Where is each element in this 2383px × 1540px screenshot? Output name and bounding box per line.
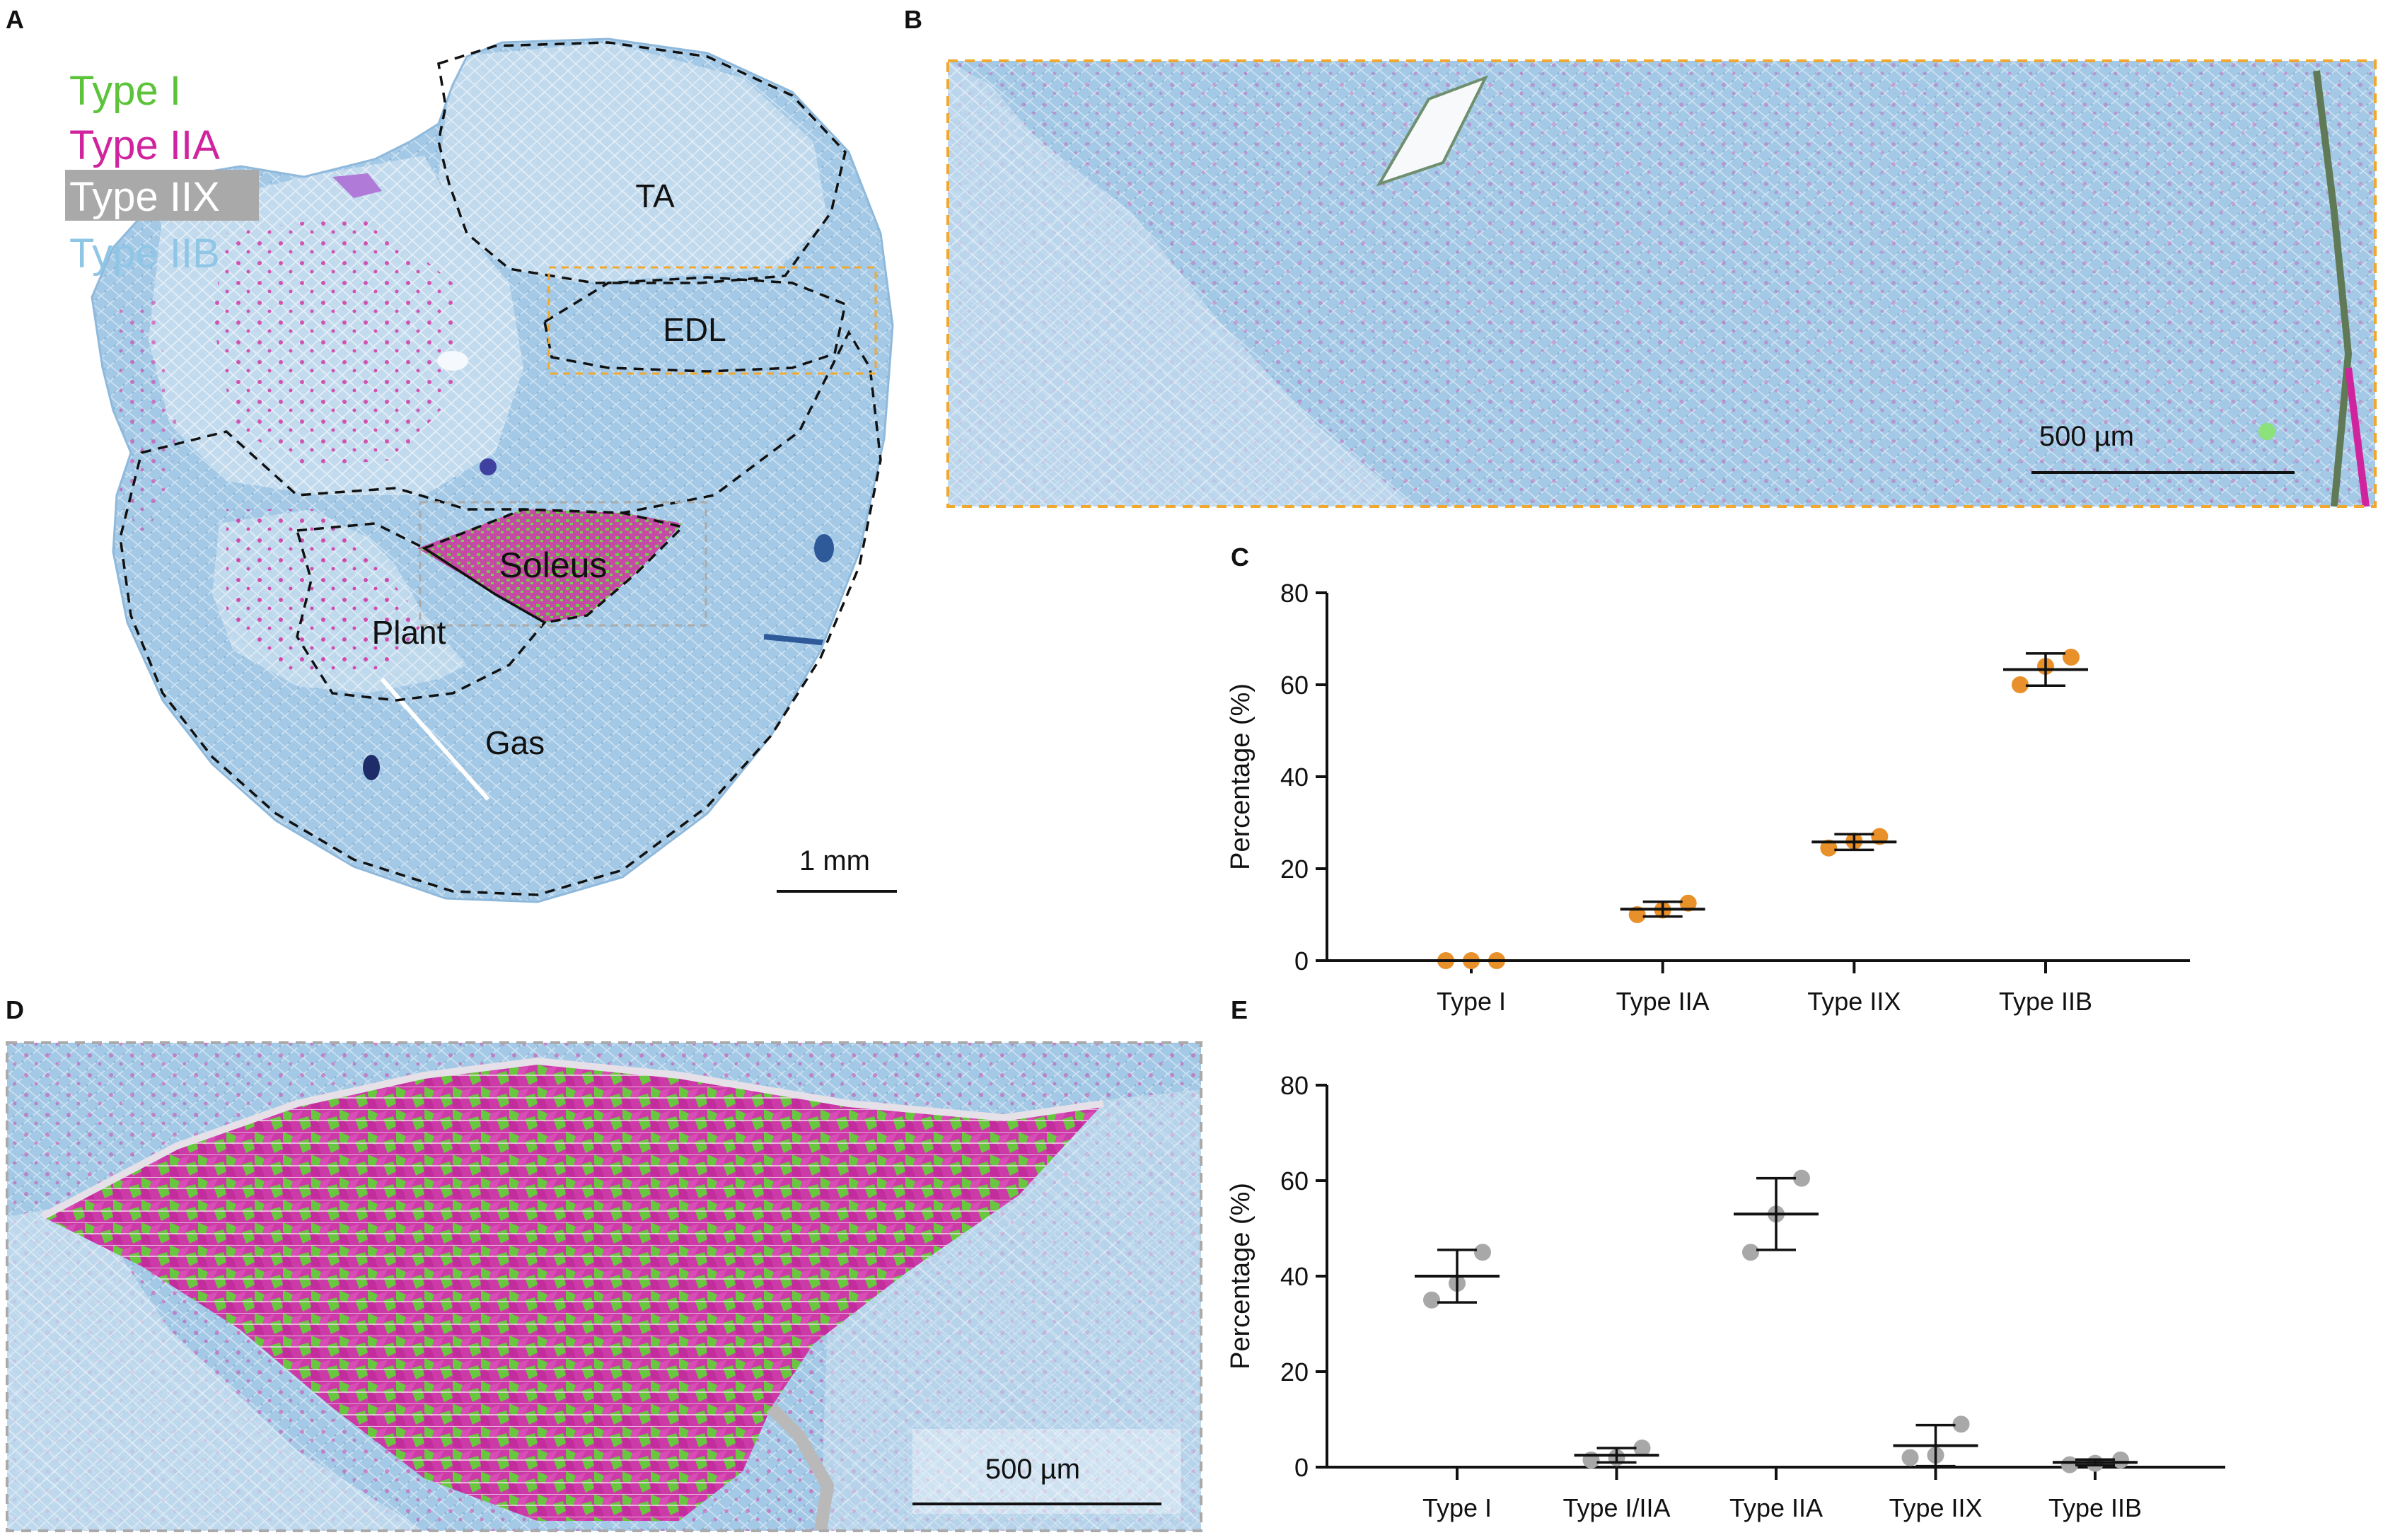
x-tick-label: Type I [1422, 1493, 1492, 1522]
y-tick-label: 60 [1280, 671, 1309, 700]
chart-c: 0 20 40 60 80 Percentage (%) Type I Type IIA Typ… [1226, 579, 2190, 1016]
panel-b-edge-fibers [2345, 367, 2370, 507]
panel-b: B 500 µm [904, 5, 2377, 508]
panel-b-green-spot [2259, 423, 2275, 440]
section-outline [91, 37, 894, 903]
muscle-cross-section [92, 39, 893, 902]
panel-e: E 0 20 40 60 80 Percentage (%) Type I Type I/II… [1226, 995, 2225, 1522]
panel-d: D 500 µm [6, 995, 1202, 1532]
panel-b-fascia [2313, 70, 2353, 507]
x-tick-label: Type IIA [1616, 987, 1710, 1016]
panel-d-soleus-mixed-fibers [42, 1061, 1103, 1521]
legend-type-iib: Type IIB [69, 231, 220, 277]
y-tick-label: 40 [1280, 1262, 1309, 1291]
chart-e: 0 20 40 60 80 Percentage (%) Type I Type I/IIA T… [1226, 1071, 2225, 1522]
scale-bar-d-label: 500 µm [985, 1454, 1080, 1485]
data-point [2061, 1456, 2078, 1474]
region-edl: EDL [663, 311, 726, 348]
y-tick-label: 60 [1280, 1166, 1309, 1195]
x-tick-label: Type IIA [1729, 1493, 1823, 1522]
legend-type-iix: Type IIX [69, 174, 220, 220]
scale-bar-a-label: 1 mm [799, 845, 870, 876]
y-tick-label: 40 [1280, 763, 1309, 792]
panel-c: C 0 20 40 60 80 Percentage (%) Type I Type IIA T… [1226, 543, 2190, 1016]
data-point [1820, 839, 1838, 857]
data-point [2012, 676, 2029, 693]
panel-d-label: D [6, 995, 24, 1024]
y-tick-label: 80 [1280, 579, 1309, 608]
panel-b-label: B [904, 5, 922, 34]
legend-type-iia: Type IIA [69, 122, 220, 168]
y-axis-label: Percentage (%) [1226, 1183, 1256, 1370]
data-point [1742, 1244, 1759, 1261]
panel-d-border [6, 1041, 1202, 1532]
gas-outline [119, 330, 882, 896]
panel-c-label: C [1231, 543, 1249, 572]
x-tick-label: Type IIB [2048, 1493, 2142, 1522]
scale-bar-d-backing [912, 1429, 1181, 1514]
region-gas: Gas [485, 724, 545, 761]
panel-d-tear [766, 1403, 835, 1532]
y-axis-label: Percentage (%) [1226, 683, 1256, 870]
y-tick-label: 20 [1280, 855, 1309, 884]
data-point [1901, 1449, 1919, 1466]
panel-a-label: A [6, 5, 24, 34]
data-point [1423, 1291, 1440, 1309]
scale-bar-b-label: 500 µm [2039, 421, 2134, 452]
y-tick-label: 80 [1280, 1071, 1309, 1100]
x-tick-label: Type IIX [1807, 987, 1901, 1016]
data-point [2063, 649, 2080, 666]
data-point [1474, 1244, 1491, 1261]
panel-e-label: E [1231, 995, 1248, 1024]
ta-outline [437, 41, 847, 284]
panel-b-light-region [948, 61, 1415, 506]
x-tick-label: Type IIB [1999, 987, 2092, 1016]
data-point [1952, 1415, 1970, 1433]
fiber-type-legend: Type I Type IIA Type IIX Type IIB [65, 68, 259, 277]
x-tick-label: Type IIX [1889, 1493, 1982, 1522]
data-point [1679, 894, 1697, 912]
purple-artifact [332, 173, 382, 198]
y-tick-label: 0 [1294, 1453, 1309, 1482]
region-soleus: Soleus [499, 545, 608, 585]
x-tick-label: Type I/IIA [1562, 1493, 1670, 1522]
y-tick-label: 20 [1280, 1357, 1309, 1386]
panel-b-border [946, 59, 2377, 508]
inset-box-d [419, 501, 707, 627]
region-ta: TA [635, 178, 675, 214]
data-point [1633, 1440, 1651, 1457]
panel-a: A [6, 5, 897, 903]
y-tick-label: 0 [1294, 946, 1309, 975]
data-point [1793, 1169, 1810, 1187]
panel-d-upper-boundary [40, 1057, 1104, 1220]
legend-type-i: Type I [69, 68, 181, 114]
legend-type-iix-background [65, 170, 259, 221]
data-point [2112, 1451, 2129, 1469]
region-plant: Plant [372, 614, 446, 651]
plant-outline [295, 522, 547, 702]
edl-outline [543, 276, 847, 373]
x-tick-label: Type I [1437, 987, 1506, 1016]
panel-d-light-region-left [7, 1203, 424, 1531]
panel-b-tear [1376, 75, 1489, 187]
region-outlines [119, 41, 882, 896]
